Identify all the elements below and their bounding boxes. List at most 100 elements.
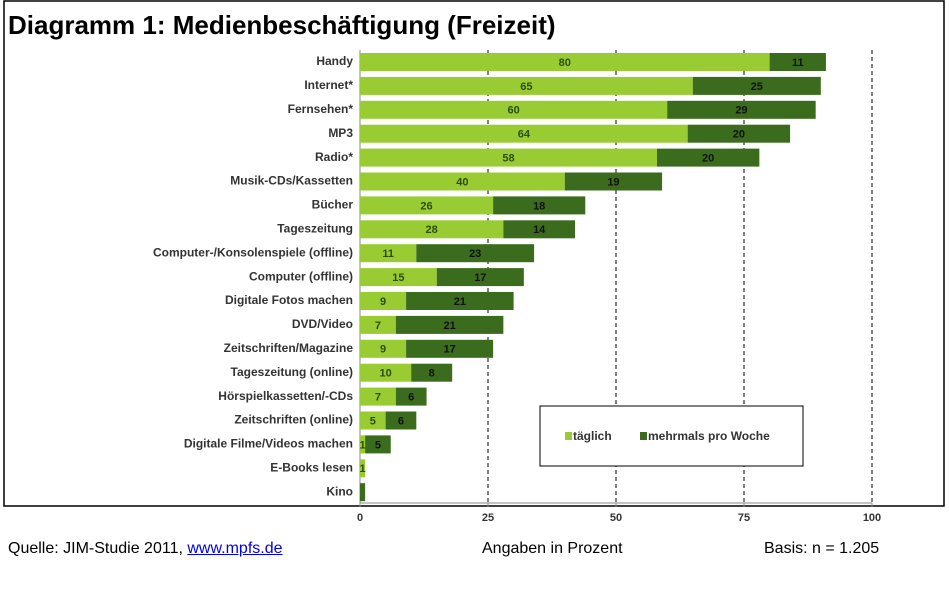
bar-segment — [360, 339, 407, 358]
x-tick-label: 25 — [482, 512, 494, 524]
data-label: 26 — [420, 200, 432, 212]
bar-segment — [360, 172, 565, 191]
data-label: 17 — [474, 272, 486, 284]
bar-segment — [395, 387, 427, 406]
data-label: 6 — [398, 415, 404, 427]
data-label: 21 — [443, 320, 455, 332]
y-tick-label: Hörspielkassetten/-CDs — [218, 389, 353, 403]
y-tick-label: Tageszeitung — [277, 221, 353, 235]
y-tick-label: MP3 — [328, 126, 353, 140]
data-label: 11 — [382, 248, 394, 260]
bar-segment — [360, 315, 396, 334]
bar-segment — [360, 148, 657, 167]
y-tick-label: Kino — [326, 484, 353, 498]
bar-segment — [360, 292, 407, 310]
x-tick-label: 75 — [738, 512, 750, 524]
bar-segment — [687, 124, 791, 143]
bar-segment — [564, 172, 663, 191]
bar-segment — [406, 292, 514, 310]
y-tick-label: Bücher — [312, 198, 354, 212]
bar-segment — [360, 53, 770, 71]
data-label: 64 — [518, 129, 531, 141]
data-label: 40 — [456, 176, 468, 188]
bar-segment — [395, 315, 504, 334]
bar-segment — [360, 411, 386, 430]
source-text: Quelle: JIM-Studie 2011, — [8, 540, 183, 557]
data-label: 7 — [375, 392, 381, 404]
bar-segment — [360, 76, 693, 95]
bar-segment — [411, 363, 453, 382]
bar-segment — [360, 100, 668, 119]
bar-segment — [365, 435, 391, 454]
bar-segment — [493, 196, 586, 215]
bar-segment — [436, 268, 524, 287]
bar-segment — [360, 459, 366, 478]
y-tick-label: Fernsehen* — [288, 102, 354, 116]
data-label: 80 — [559, 57, 571, 69]
bar-segment — [360, 435, 366, 454]
x-tick-label: 100 — [863, 512, 881, 524]
bar-segment — [360, 363, 412, 382]
data-label: 9 — [380, 296, 386, 308]
chart-frame — [3, 0, 945, 507]
data-label: 14 — [533, 224, 546, 236]
bar-segment — [360, 196, 494, 215]
data-label: 17 — [443, 344, 455, 356]
bar-segment — [360, 268, 437, 287]
data-label: 29 — [735, 105, 747, 117]
bar-segment — [656, 148, 760, 167]
data-label: 21 — [454, 296, 466, 308]
legend-swatch — [565, 432, 572, 440]
chart: Diagramm 1: Medienbeschäftigung (Freizei… — [3, 0, 945, 524]
data-label: 6 — [408, 392, 414, 404]
y-tick-label: E-Books lesen — [270, 460, 353, 474]
data-label: 1 — [359, 439, 365, 451]
y-tick-label: Computer (offline) — [249, 269, 353, 283]
data-label: 15 — [392, 272, 404, 284]
bar-segment — [360, 387, 396, 406]
y-tick-label: Handy — [316, 54, 353, 68]
y-tick-label: Digitale Filme/Videos machen — [184, 437, 353, 451]
data-label: 18 — [533, 200, 545, 212]
y-tick-label: Musik-CDs/Kassetten — [230, 174, 353, 188]
data-label: 5 — [375, 439, 381, 451]
data-label: 10 — [379, 368, 391, 380]
bar-segment — [360, 220, 504, 239]
data-label: 58 — [502, 153, 514, 165]
source-link[interactable]: www.mpfs.de — [187, 540, 283, 557]
y-tick-label: Digitale Fotos machen — [225, 293, 353, 307]
bar-segment — [360, 483, 366, 502]
data-label: 20 — [702, 153, 714, 165]
bar-segment — [416, 244, 535, 263]
data-label: 28 — [426, 224, 438, 236]
data-label: 7 — [375, 320, 381, 332]
bar-segment — [503, 220, 576, 239]
basis-note: Basis: n = 1.205 — [764, 540, 880, 557]
legend-label: mehrmals pro Woche — [648, 429, 770, 443]
y-tick-label: Radio* — [315, 150, 353, 164]
data-label: 8 — [429, 368, 435, 380]
bar-segment — [769, 53, 826, 71]
data-label: 60 — [507, 105, 519, 117]
y-tick-label: Internet* — [304, 78, 353, 92]
data-label: 20 — [733, 129, 745, 141]
data-label: 25 — [751, 81, 763, 93]
y-tick-label: DVD/Video — [292, 317, 353, 331]
x-tick-label: 50 — [610, 512, 622, 524]
data-label: 9 — [380, 344, 386, 356]
data-label: 19 — [607, 176, 619, 188]
unit-note: Angaben in Prozent — [482, 540, 623, 557]
legend-swatch — [640, 432, 647, 440]
bar-segment — [406, 339, 494, 358]
y-tick-label: Zeitschriften (online) — [234, 413, 353, 427]
data-label: 5 — [370, 415, 376, 427]
data-label: 23 — [469, 248, 481, 260]
bar-segment — [692, 76, 821, 95]
legend-box — [539, 405, 804, 467]
bar-segment — [385, 411, 417, 430]
bar-segment — [360, 244, 417, 263]
y-tick-label: Computer-/Konsolenspiele (offline) — [153, 245, 353, 259]
chart-title: Diagramm 1: Medienbeschäftigung (Freizei… — [8, 10, 556, 40]
legend-label: täglich — [573, 429, 612, 443]
